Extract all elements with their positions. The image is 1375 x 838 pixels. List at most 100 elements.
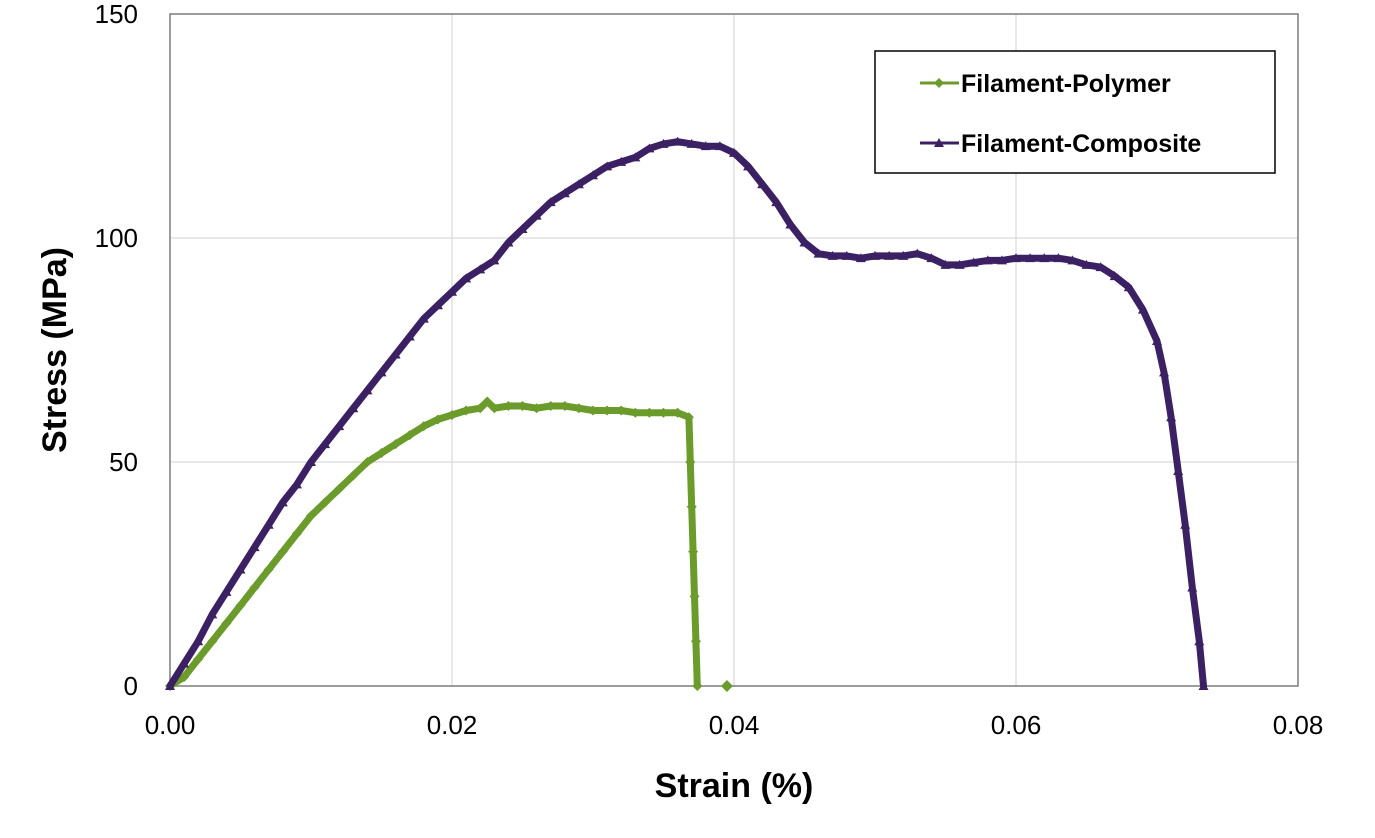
data-point — [1187, 582, 1198, 592]
series-filament-polymer — [165, 396, 733, 692]
data-point — [982, 255, 993, 265]
data-point — [432, 414, 443, 425]
data-point — [263, 519, 274, 529]
data-point — [841, 250, 852, 260]
data-point — [306, 510, 316, 521]
data-point — [658, 407, 669, 418]
data-point — [630, 407, 641, 418]
data-point — [954, 259, 965, 269]
data-point — [291, 528, 302, 539]
data-point — [644, 407, 655, 418]
data-point — [616, 156, 627, 166]
data-point — [1011, 253, 1021, 263]
data-point — [686, 138, 697, 148]
data-point — [249, 582, 260, 593]
data-point — [588, 170, 598, 180]
data-point — [692, 681, 703, 691]
data-point — [827, 250, 838, 260]
data-point — [320, 439, 331, 449]
data-point — [221, 586, 232, 596]
legend-item: Filament-Composite — [920, 130, 1201, 158]
data-point — [1081, 259, 1092, 269]
data-point — [1095, 262, 1106, 272]
data-point — [799, 237, 810, 247]
data-point — [602, 405, 613, 416]
data-point — [1025, 253, 1036, 263]
data-point — [689, 591, 700, 602]
data-point — [418, 313, 429, 323]
data-point — [1198, 681, 1209, 690]
data-point — [348, 403, 359, 413]
data-point — [700, 141, 711, 151]
data-point — [207, 636, 218, 647]
data-point — [235, 564, 246, 574]
data-point — [193, 636, 204, 646]
legend-label: Filament-Polymer — [961, 70, 1171, 98]
data-point — [221, 618, 232, 629]
x-tick-label: 0.08 — [1273, 710, 1324, 740]
data-point — [1039, 253, 1050, 263]
legend-item: Filament-Polymer — [920, 70, 1171, 98]
data-point — [475, 264, 486, 274]
data-point — [1194, 636, 1205, 646]
legend-label: Filament-Composite — [961, 130, 1201, 158]
data-point — [1173, 465, 1184, 475]
data-point — [1067, 255, 1078, 265]
data-point — [683, 412, 694, 423]
data-point — [771, 197, 782, 207]
data-point — [912, 248, 923, 258]
data-point — [588, 405, 598, 416]
data-point — [263, 564, 274, 575]
data-point — [207, 609, 218, 619]
data-point — [334, 483, 345, 494]
x-tick-label: 0.02 — [427, 710, 478, 740]
data-point — [193, 654, 204, 665]
data-point — [658, 138, 669, 148]
data-point — [489, 255, 500, 265]
data-point — [1109, 271, 1120, 281]
data-point — [630, 152, 641, 162]
data-point — [277, 497, 288, 507]
data-point — [573, 403, 584, 414]
data-point — [545, 401, 556, 411]
data-point — [390, 439, 401, 450]
data-point — [672, 136, 683, 146]
data-point — [376, 367, 387, 377]
data-point — [1180, 519, 1191, 529]
data-point — [688, 546, 699, 557]
data-point — [517, 401, 528, 411]
data-point — [559, 401, 570, 411]
data-point — [1123, 282, 1134, 292]
data-point — [348, 470, 359, 481]
data-point — [179, 658, 190, 668]
data-point — [179, 672, 190, 683]
data-point — [461, 405, 472, 416]
y-axis-title: Stress (MPa) — [36, 247, 74, 453]
data-point — [926, 253, 937, 263]
data-point — [672, 407, 683, 418]
x-axis-title: Strain (%) — [655, 767, 814, 805]
data-point — [644, 143, 655, 153]
data-point — [685, 457, 696, 467]
data-point — [362, 385, 373, 395]
data-point — [559, 188, 570, 198]
y-tick-label: 100 — [95, 223, 138, 253]
data-point — [898, 250, 909, 260]
data-point — [517, 224, 528, 234]
series-layer — [165, 136, 1209, 692]
data-point — [690, 636, 701, 647]
data-point — [475, 403, 486, 414]
data-point — [461, 273, 472, 283]
x-tick-label: 0.04 — [709, 710, 760, 740]
data-point — [320, 497, 331, 508]
data-point — [757, 179, 768, 189]
data-point — [291, 479, 302, 489]
data-point — [165, 681, 175, 690]
data-point — [503, 401, 514, 411]
data-point — [404, 331, 415, 341]
data-point — [362, 457, 373, 467]
data-point — [813, 248, 824, 258]
data-point — [482, 396, 493, 407]
data-point — [1137, 304, 1148, 314]
